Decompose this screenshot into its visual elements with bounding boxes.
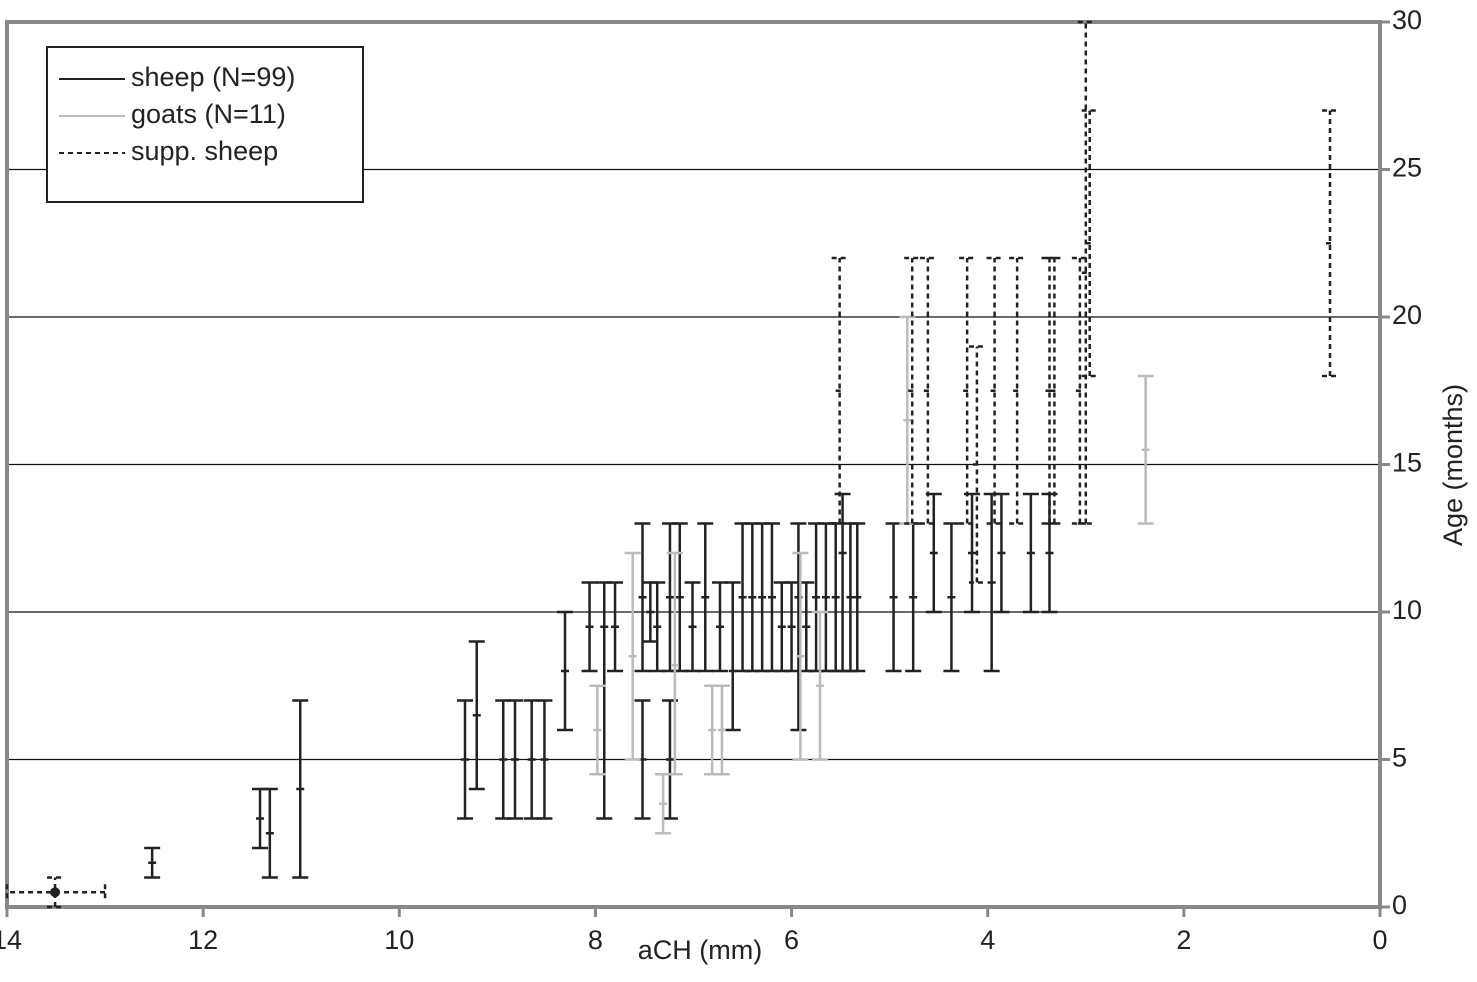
error-bar	[495, 699, 512, 820]
error-bar	[536, 699, 553, 820]
y-tick-label: 30	[1392, 5, 1422, 35]
error-bar	[507, 699, 524, 820]
error-bar	[1022, 492, 1039, 614]
error-bar	[596, 581, 613, 820]
error-bar	[697, 522, 714, 673]
y-tick-label: 10	[1392, 595, 1422, 625]
error-bar	[919, 256, 936, 525]
error-bar	[968, 345, 985, 584]
y-axis-label: Age (months)	[1438, 384, 1468, 546]
error-bar	[925, 492, 942, 614]
x-tick-label: 0	[1372, 925, 1387, 955]
error-bar	[943, 522, 960, 673]
x-axis-label: aCH (mm)	[638, 935, 762, 965]
y-tick-label: 20	[1392, 300, 1422, 330]
legend-label: sheep (N=99)	[131, 62, 295, 92]
error-bar	[144, 846, 161, 879]
error-bar	[724, 581, 741, 732]
x-tick-label: 4	[980, 925, 995, 955]
error-bar	[1321, 109, 1338, 378]
error-bar	[661, 699, 678, 820]
error-bar	[831, 256, 848, 525]
legend-box	[46, 46, 364, 203]
error-bar	[744, 522, 761, 673]
error-bar	[713, 684, 730, 776]
y-tick-label: 5	[1392, 743, 1407, 773]
error-bar	[1041, 492, 1058, 614]
error-bar	[885, 522, 902, 673]
error-bar	[1137, 374, 1154, 525]
error-bar	[666, 551, 683, 776]
error-bar	[634, 699, 651, 820]
error-bar	[905, 522, 922, 673]
error-bar	[808, 522, 825, 673]
error-bar	[849, 522, 866, 673]
error-bar	[581, 581, 598, 673]
error-bar	[1077, 20, 1094, 525]
error-bar	[734, 522, 751, 673]
y-tick-label: 15	[1392, 448, 1422, 478]
error-bar	[661, 522, 678, 673]
y-tick-label: 25	[1392, 153, 1422, 183]
point	[50, 887, 61, 898]
error-bar	[959, 256, 976, 525]
error-bar	[763, 522, 780, 673]
error-bar	[773, 581, 790, 673]
x-tick-label: 12	[188, 925, 218, 955]
error-bar	[964, 492, 981, 614]
error-bar	[993, 492, 1010, 614]
error-bar	[812, 610, 829, 761]
error-bar	[252, 787, 269, 850]
error-bar	[261, 787, 278, 879]
plot-frame	[5, 20, 1382, 909]
error-bar	[1081, 109, 1098, 378]
error-bar	[783, 581, 800, 673]
error-bar	[1046, 256, 1063, 525]
error-bar	[983, 492, 1000, 673]
error-bar	[684, 581, 701, 673]
x-tick-label: 2	[1176, 925, 1191, 955]
error-bar	[468, 640, 485, 791]
error-bar	[655, 773, 672, 835]
error-bar	[589, 684, 606, 776]
x-tick-label: 10	[384, 925, 414, 955]
x-tick-label: 14	[0, 925, 22, 955]
y-tick-label: 0	[1392, 890, 1407, 920]
error-bar	[790, 522, 807, 732]
error-bar	[904, 256, 921, 525]
error-bar	[671, 522, 688, 673]
error-bar	[557, 610, 574, 732]
error-bar	[649, 581, 666, 673]
error-bar	[456, 699, 473, 820]
error-bar	[704, 684, 721, 776]
error-bar	[827, 522, 844, 673]
error-bar	[817, 522, 834, 673]
error-bar	[292, 699, 309, 879]
x-tick-label: 6	[784, 925, 799, 955]
error-bar	[1009, 256, 1026, 525]
error-bar	[523, 699, 540, 820]
error-bar	[986, 256, 1003, 525]
legend-label: supp. sheep	[131, 136, 278, 166]
error-bar	[634, 522, 651, 673]
x-tick-label: 8	[588, 925, 603, 955]
error-bar	[792, 551, 809, 761]
error-bar	[624, 551, 641, 761]
error-bar	[642, 581, 659, 643]
error-bar	[607, 581, 624, 673]
error-bar	[798, 581, 815, 673]
error-bar	[711, 581, 728, 673]
legend-label: goats (N=11)	[131, 99, 286, 129]
error-bar	[834, 492, 851, 673]
error-bar	[754, 522, 771, 673]
